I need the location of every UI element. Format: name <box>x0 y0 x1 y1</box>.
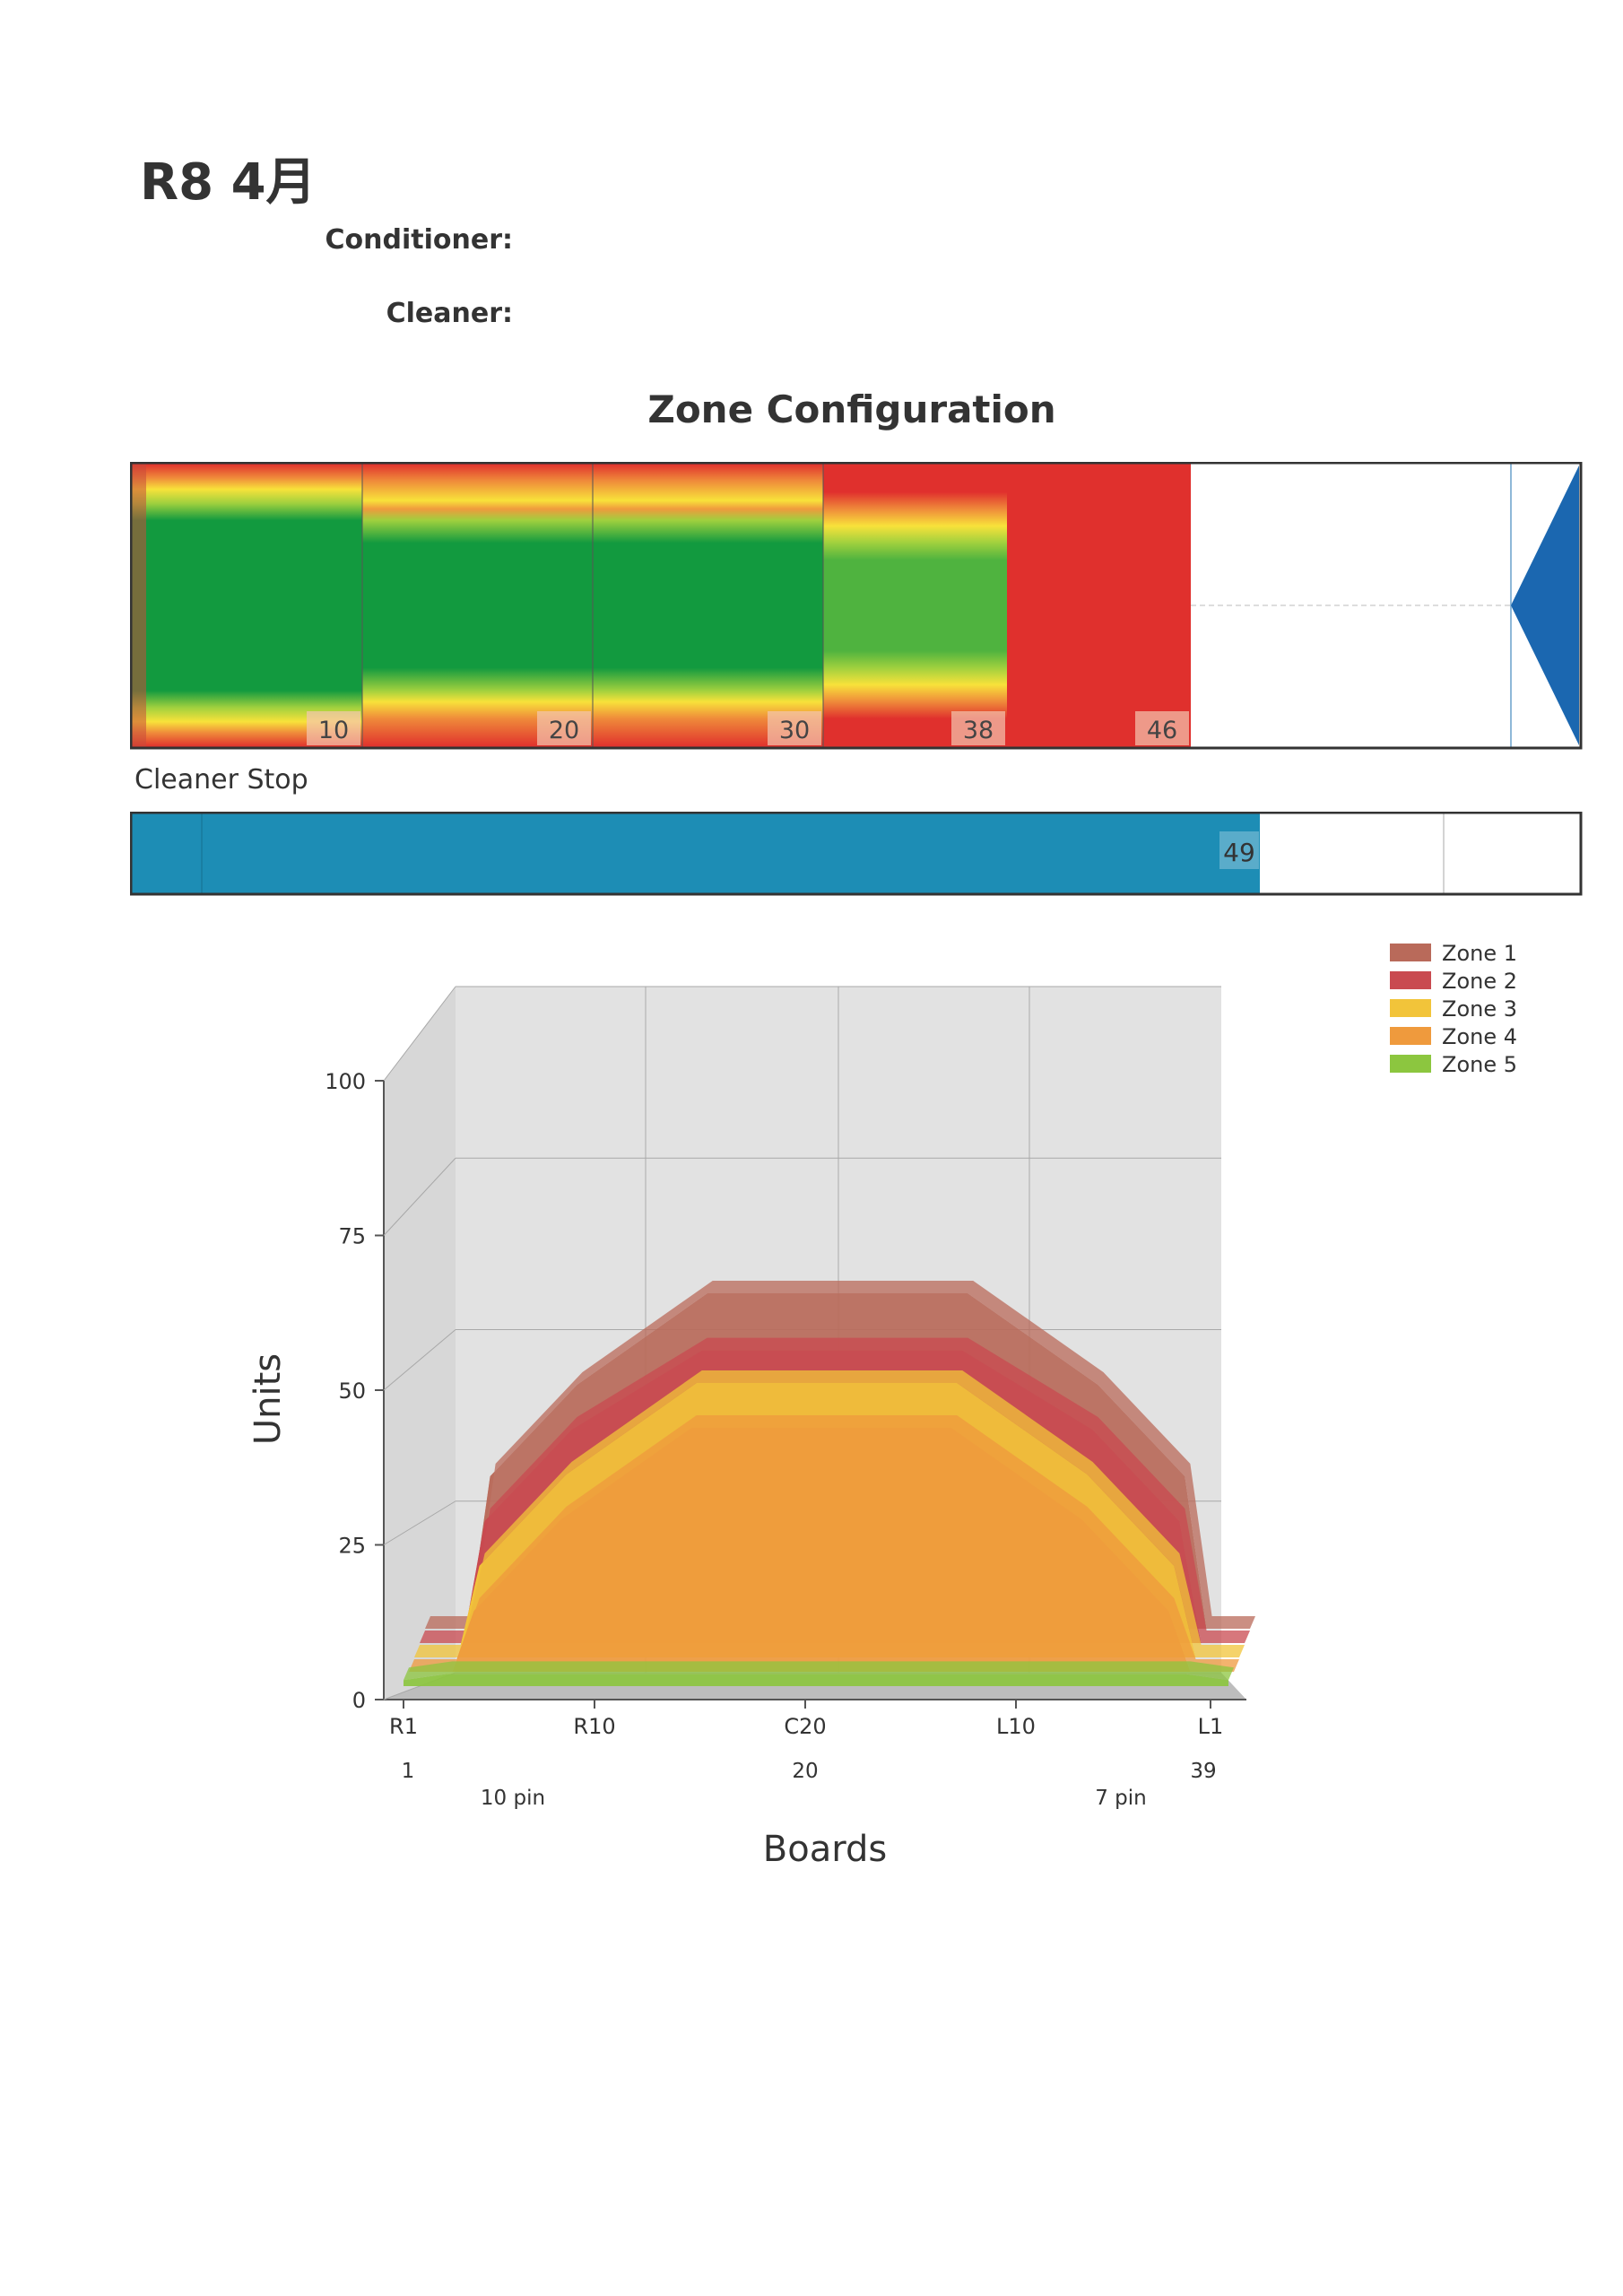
chart-y-tick-label: 0 <box>352 1688 366 1713</box>
cleaner-stop-value-box <box>1219 831 1259 869</box>
chart-x-tick-label: L10 <box>996 1714 1036 1739</box>
zone-area-4 <box>409 1428 1234 1672</box>
chart-x-tick-label: R1 <box>389 1714 418 1739</box>
lane-segment-label-box <box>307 711 360 745</box>
chart-y-tick-label: 75 <box>338 1224 366 1249</box>
legend-swatch <box>1390 944 1431 961</box>
lane-segment-labels: 10 20 30 38 46 <box>307 711 1189 745</box>
chart-x-ticks: R1 R10 C20 L10 L1 1 20 39 10 pin 7 pin <box>389 1700 1223 1810</box>
legend-label: Zone 2 <box>1442 969 1517 994</box>
zone-area-5 <box>404 1674 1228 1686</box>
cleaner-stop-bar: 49 <box>130 812 1583 896</box>
chart-board-number-label: 1 <box>402 1760 415 1783</box>
cleaner-label: Cleaner: <box>386 298 513 329</box>
lane-strip-border <box>130 462 1583 750</box>
lane-segment-label: 46 <box>1147 717 1177 744</box>
chart-y-tick-label: 25 <box>338 1534 366 1559</box>
lane-segment-label: 38 <box>963 717 994 744</box>
legend-label: Zone 4 <box>1442 1024 1517 1049</box>
lane-segment-5 <box>1007 464 1191 747</box>
page-title: R8 4月 <box>140 153 317 212</box>
lane-segment-label-box <box>1135 711 1189 745</box>
cleaner-fill <box>132 813 1260 893</box>
lane-zone-strip: 10 20 30 38 46 <box>130 462 1583 750</box>
lane-segment-label: 20 <box>549 717 579 744</box>
chart-x-axis-label: Boards <box>763 1829 887 1870</box>
legend-swatch <box>1390 1027 1431 1045</box>
chart-y-tick-label: 50 <box>338 1378 366 1404</box>
lane-segment-label: 30 <box>779 717 810 744</box>
chart-board-number-label: 20 <box>792 1760 818 1783</box>
arrow-marker-icon <box>1511 465 1579 745</box>
legend-swatch <box>1390 1055 1431 1073</box>
legend-label: Zone 1 <box>1442 941 1517 966</box>
chart-y-tick-label: 100 <box>325 1069 366 1094</box>
chart-x-tick-label: L1 <box>1198 1714 1224 1739</box>
zone-area-top <box>404 1661 1234 1681</box>
chart-left-wall <box>384 987 456 1700</box>
zone-area-chart: 0 25 50 75 100 R1 R10 C20 L10 L1 1 20 39 10 pin 7 pin… <box>247 941 1517 1870</box>
chart-y-ticks: 0 25 50 75 100 <box>325 1069 384 1713</box>
chart-pin-label: 10 pin <box>481 1787 545 1810</box>
legend-swatch <box>1390 971 1431 989</box>
conditioner-label: Conditioner: <box>325 224 513 256</box>
lane-segment-2 <box>362 464 593 747</box>
zone-area-top <box>409 1415 1239 1672</box>
chart-wall-gridline <box>383 1500 456 1545</box>
lane-segment-3 <box>593 464 823 747</box>
chart-x-tick-label: R10 <box>573 1714 615 1739</box>
lane-segment-label-box <box>768 711 821 745</box>
lane-segment-label-box <box>537 711 591 745</box>
chart-x-tick-label: C20 <box>784 1714 826 1739</box>
chart-zone-areas <box>404 1281 1255 1686</box>
legend-label: Zone 5 <box>1442 1052 1517 1077</box>
cleaner-stop-value: 49 <box>1223 838 1255 867</box>
chart-wall-gridline <box>383 986 456 1082</box>
lane-segment-label-box <box>951 711 1005 745</box>
chart-wall-gridline <box>383 1157 456 1236</box>
chart-pin-label: 7 pin <box>1095 1787 1147 1810</box>
cleaner-bar-border <box>130 812 1583 896</box>
lane-segment-1 <box>132 464 362 747</box>
lane-left-edge <box>132 464 146 747</box>
legend-swatch <box>1390 999 1431 1017</box>
chart-board-number-label: 39 <box>1190 1760 1216 1783</box>
cleaner-stop-label: Cleaner Stop <box>135 764 308 796</box>
chart-y-axis-label: Units <box>247 1353 289 1445</box>
legend-label: Zone 3 <box>1442 996 1517 1022</box>
lane-segment-label: 10 <box>318 717 349 744</box>
zone-configuration-title: Zone Configuration <box>647 387 1056 431</box>
chart-wall-gridline <box>383 1329 456 1391</box>
lane-segment-4 <box>823 464 1007 747</box>
